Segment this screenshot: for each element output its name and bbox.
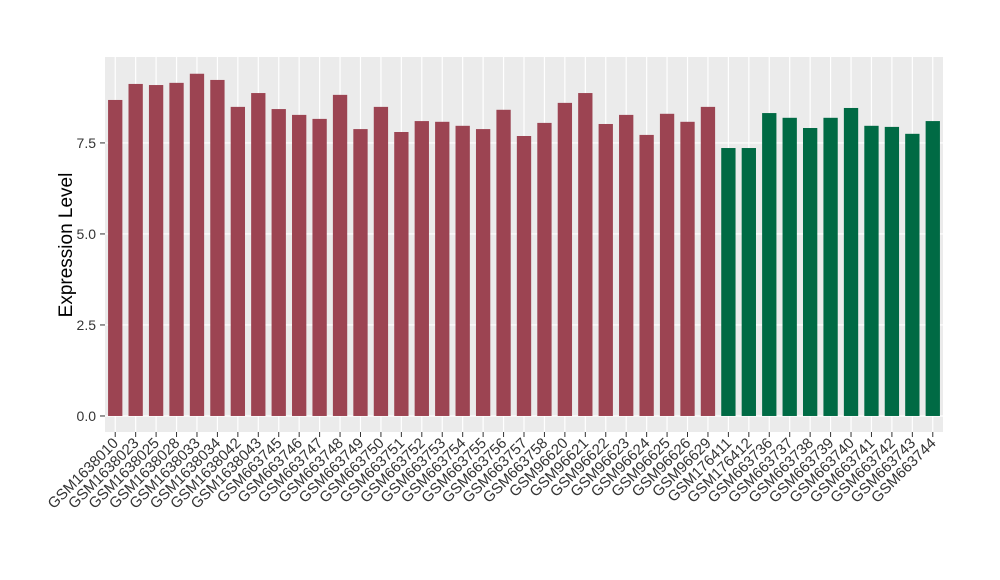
bar <box>516 136 532 416</box>
bar <box>271 109 286 416</box>
bar <box>373 106 389 416</box>
bar <box>230 106 246 416</box>
bar <box>823 117 838 416</box>
bar <box>251 93 266 416</box>
bar <box>455 125 470 416</box>
bar <box>782 117 797 416</box>
bar <box>394 132 409 416</box>
bar <box>762 113 777 416</box>
bar <box>496 109 511 416</box>
bar <box>537 122 552 416</box>
bar <box>741 148 756 416</box>
bar <box>721 148 736 416</box>
bar <box>843 107 859 416</box>
y-tick-label: 7.5 <box>77 135 97 151</box>
bar <box>108 99 123 416</box>
bar <box>619 114 634 416</box>
bar <box>475 129 491 416</box>
bar <box>292 114 307 416</box>
bar <box>905 133 920 416</box>
bar <box>864 125 879 416</box>
bar <box>802 127 818 416</box>
bar <box>414 121 429 416</box>
bar <box>169 82 184 416</box>
bar <box>700 106 716 416</box>
bar <box>578 93 593 416</box>
bar <box>148 85 164 416</box>
bar <box>557 102 573 416</box>
bar <box>128 83 143 416</box>
bar <box>353 129 368 416</box>
bar <box>189 73 205 416</box>
y-tick-label: 2.5 <box>77 317 97 333</box>
bar <box>639 134 654 416</box>
bar <box>332 94 348 416</box>
bar <box>435 121 450 416</box>
bar <box>680 121 695 416</box>
bar <box>210 79 225 416</box>
bar <box>925 121 940 416</box>
y-tick-label: 0.0 <box>77 408 97 424</box>
bar <box>598 123 613 416</box>
y-tick-label: 5.0 <box>77 226 97 242</box>
bar <box>312 118 327 416</box>
bar <box>884 126 900 416</box>
y-axis-label: Expression Level <box>56 173 77 318</box>
bar <box>659 113 675 416</box>
